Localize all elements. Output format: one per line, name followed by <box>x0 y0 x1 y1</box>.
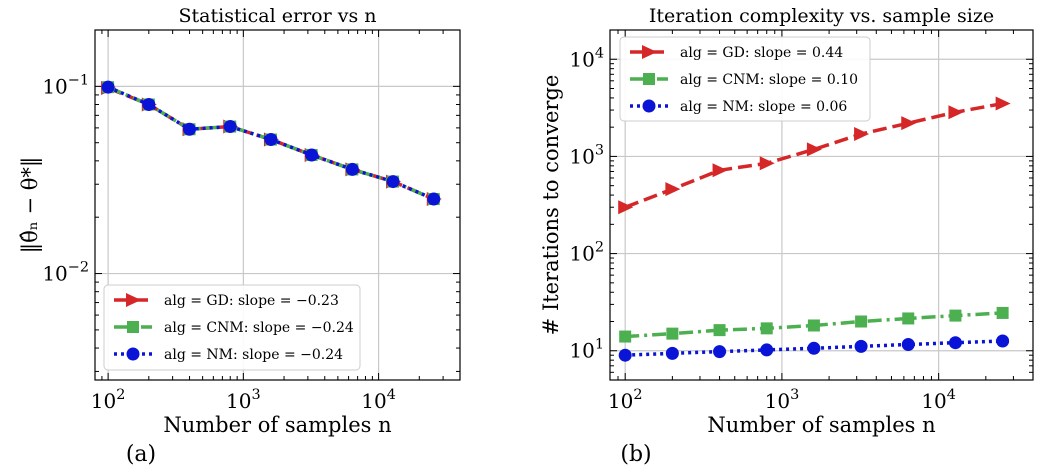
x-tick-label: 103 <box>226 387 261 413</box>
data-point-nm <box>996 334 1010 348</box>
legend-marker-nm <box>126 347 140 361</box>
data-point-nm <box>807 341 821 355</box>
legend: alg = GD: slope = −0.23 alg = CNM: slope … <box>103 284 361 371</box>
legend-marker-nm <box>642 99 656 113</box>
data-point-cnm <box>807 319 820 332</box>
data-point-gd <box>948 105 964 120</box>
x-tick-label: 103 <box>765 387 800 413</box>
y-tick-label: 101 <box>569 337 604 363</box>
data-point-cnm <box>949 309 962 322</box>
data-point-cnm <box>713 324 726 337</box>
y-tick-label: 10−2 <box>42 260 89 286</box>
data-point-cnm <box>760 322 773 335</box>
data-point-nm <box>142 97 156 111</box>
y-tick-label: 102 <box>569 240 604 266</box>
data-point-nm <box>713 345 727 359</box>
data-point-gd <box>995 96 1011 111</box>
data-point-nm <box>183 122 197 136</box>
data-point-nm <box>665 346 679 360</box>
legend-box <box>103 284 361 371</box>
y-tick-label: 104 <box>569 45 604 71</box>
data-point-nm <box>345 162 359 176</box>
data-point-nm <box>223 120 237 134</box>
legend-label-gd: alg = GD: slope = −0.23 <box>164 293 339 309</box>
legend: alg = GD: slope = 0.44 alg = CNM: slope =… <box>619 36 871 122</box>
data-point-nm <box>305 148 319 162</box>
legend-label-cnm: alg = CNM: slope = −0.24 <box>164 320 354 336</box>
data-point-nm <box>948 336 962 350</box>
data-point-gd <box>806 142 822 157</box>
legend-label-cnm: alg = CNM: slope = 0.10 <box>680 72 858 88</box>
x-tick-label: 102 <box>91 387 126 413</box>
series-nm <box>618 334 1010 362</box>
data-point-nm <box>386 175 400 189</box>
x-axis-label: Number of samples n <box>707 413 935 437</box>
legend-marker-cnm <box>643 73 655 85</box>
legend-marker-gd <box>642 45 657 59</box>
legend-marker-gd <box>126 293 141 307</box>
chart-a: 102 103 104 10−2 10−1 Statistical error vs n N… <box>18 5 461 437</box>
data-point-cnm <box>902 312 915 325</box>
data-point-cnm <box>855 315 868 328</box>
y-axis-label: ‖θ̂ₙ − θ*‖ <box>18 157 43 254</box>
data-point-gd <box>665 182 681 197</box>
chart-title: Iteration complexity vs. sample size <box>649 5 994 27</box>
data-point-nm <box>618 348 632 362</box>
y-tick-label: 10−1 <box>42 72 89 98</box>
plot-frame <box>94 29 461 381</box>
data-point-gd <box>901 116 917 131</box>
series-line-gd <box>624 101 1003 209</box>
data-point-gd <box>854 127 870 142</box>
y-tick-label: 103 <box>569 142 604 168</box>
data-point-gd <box>759 156 775 171</box>
x-tick-label: 104 <box>921 387 956 413</box>
data-point-nm <box>901 337 915 351</box>
legend-label-nm: alg = NM: slope = 0.06 <box>680 99 847 115</box>
series-nm <box>101 80 441 206</box>
data-point-cnm <box>996 306 1009 319</box>
data-point-nm <box>760 343 774 357</box>
panel-label-a: (a) <box>125 442 157 467</box>
legend-label-gd: alg = GD: slope = 0.44 <box>680 45 843 61</box>
panel-label-b: (b) <box>620 442 652 467</box>
y-axis-label: # Iterations to converge <box>539 75 563 336</box>
x-axis-label: Number of samples n <box>163 413 391 437</box>
x-tick-label: 104 <box>361 387 396 413</box>
plot-frame <box>609 29 1034 381</box>
legend-box <box>619 36 871 122</box>
chart-title: Statistical error vs n <box>179 5 377 27</box>
data-point-cnm <box>619 330 632 343</box>
data-point-cnm <box>666 327 679 340</box>
legend-label-nm: alg = NM: slope = −0.24 <box>164 347 343 363</box>
data-point-gd <box>618 200 634 215</box>
data-point-nm <box>427 192 441 206</box>
legend-marker-cnm <box>127 321 139 333</box>
series-cnm <box>619 306 1009 343</box>
data-point-nm <box>264 133 278 147</box>
data-point-gd <box>712 163 728 178</box>
data-point-nm <box>101 80 115 94</box>
data-point-nm <box>854 339 868 353</box>
x-tick-label: 102 <box>608 387 643 413</box>
series-gd <box>618 96 1011 215</box>
